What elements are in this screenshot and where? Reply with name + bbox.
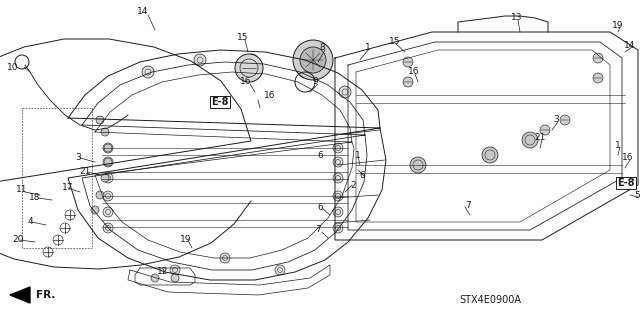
Circle shape	[96, 191, 104, 199]
Text: 11: 11	[16, 186, 28, 195]
Text: 5: 5	[634, 190, 640, 199]
Circle shape	[170, 265, 180, 275]
Circle shape	[593, 53, 603, 63]
Circle shape	[540, 125, 550, 135]
Circle shape	[593, 73, 603, 83]
Text: 9: 9	[312, 78, 318, 86]
Text: STX4E0900A: STX4E0900A	[459, 295, 521, 305]
Text: 8: 8	[319, 43, 325, 53]
Circle shape	[103, 143, 113, 153]
Text: 16: 16	[240, 78, 252, 86]
Text: 6: 6	[317, 203, 323, 211]
Text: 6: 6	[359, 170, 365, 180]
Text: 16: 16	[408, 68, 420, 77]
Circle shape	[103, 157, 113, 167]
Text: 6: 6	[317, 151, 323, 160]
Text: 19: 19	[612, 20, 624, 29]
Circle shape	[339, 86, 351, 98]
Circle shape	[333, 173, 343, 183]
Text: 2: 2	[350, 181, 356, 189]
Text: 1: 1	[615, 140, 621, 150]
Circle shape	[101, 174, 109, 182]
Circle shape	[103, 191, 113, 201]
Circle shape	[522, 132, 538, 148]
Text: FR.: FR.	[36, 290, 56, 300]
Circle shape	[300, 47, 326, 73]
Circle shape	[194, 54, 206, 66]
Circle shape	[151, 274, 159, 282]
Text: 20: 20	[12, 235, 24, 244]
Circle shape	[333, 223, 343, 233]
Circle shape	[293, 40, 333, 80]
Text: 17: 17	[62, 182, 74, 191]
Circle shape	[333, 157, 343, 167]
Circle shape	[171, 274, 179, 282]
Circle shape	[103, 223, 113, 233]
Text: 21: 21	[79, 167, 91, 176]
Circle shape	[403, 77, 413, 87]
Circle shape	[101, 128, 109, 136]
Text: 7: 7	[315, 226, 321, 234]
Circle shape	[560, 115, 570, 125]
Text: E-8: E-8	[617, 178, 635, 188]
Text: 16: 16	[622, 153, 634, 162]
Circle shape	[246, 54, 258, 66]
Circle shape	[103, 207, 113, 217]
Circle shape	[403, 57, 413, 67]
Text: 3: 3	[553, 115, 559, 124]
Text: 10: 10	[7, 63, 19, 71]
Text: 1: 1	[355, 151, 361, 160]
Circle shape	[103, 173, 113, 183]
Circle shape	[104, 158, 112, 166]
Text: E-8: E-8	[211, 97, 228, 107]
Text: 15: 15	[237, 33, 249, 42]
Text: 21: 21	[534, 133, 546, 143]
Text: 14: 14	[138, 8, 148, 17]
Text: 19: 19	[180, 235, 192, 244]
Text: 7: 7	[465, 201, 471, 210]
Circle shape	[333, 191, 343, 201]
Circle shape	[220, 253, 230, 263]
Circle shape	[482, 147, 498, 163]
Circle shape	[275, 265, 285, 275]
Circle shape	[410, 157, 426, 173]
Text: 18: 18	[29, 192, 41, 202]
Circle shape	[333, 207, 343, 217]
Text: 15: 15	[389, 38, 401, 47]
Circle shape	[333, 143, 343, 153]
Circle shape	[235, 54, 263, 82]
Circle shape	[96, 116, 104, 124]
Text: 14: 14	[624, 41, 636, 49]
Text: 13: 13	[511, 13, 523, 23]
Text: 4: 4	[27, 218, 33, 226]
Text: 16: 16	[264, 91, 276, 100]
Text: 12: 12	[157, 268, 169, 277]
Circle shape	[299, 66, 311, 78]
Text: 1: 1	[365, 43, 371, 53]
Text: 3: 3	[75, 153, 81, 162]
Polygon shape	[10, 287, 30, 303]
Circle shape	[142, 66, 154, 78]
Circle shape	[104, 144, 112, 152]
Circle shape	[91, 206, 99, 214]
